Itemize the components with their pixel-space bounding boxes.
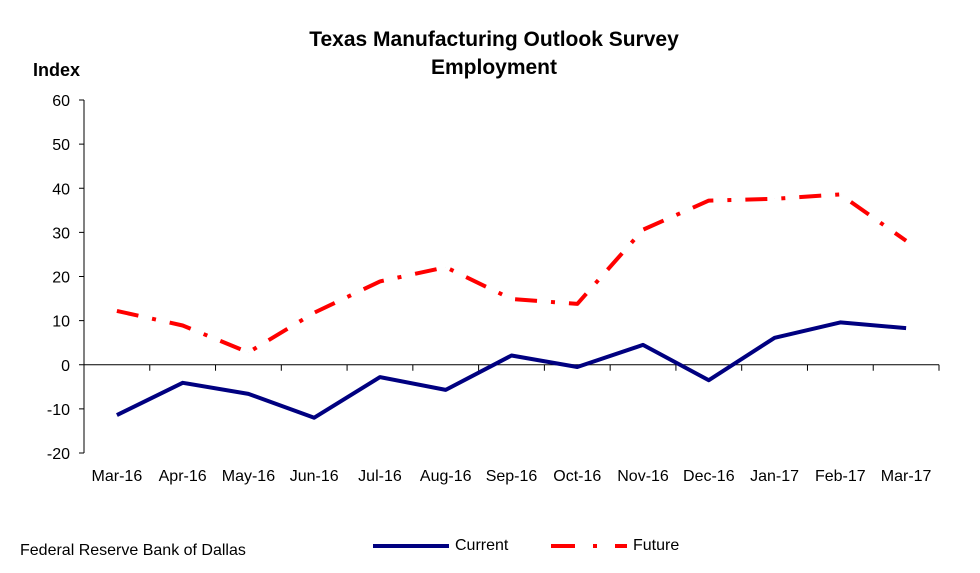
y-tick-label: 10 (52, 314, 70, 331)
source-note: Federal Reserve Bank of Dallas (20, 542, 246, 559)
x-tick-label: Jul-16 (358, 468, 402, 485)
series-line-future (116, 192, 908, 355)
y-tick-label: -20 (47, 446, 70, 463)
y-tick-label: 0 (61, 358, 70, 375)
y-tick-label: -10 (47, 402, 70, 419)
legend-label-future: Future (633, 537, 680, 554)
y-tick-label: 30 (52, 225, 70, 242)
x-tick-label: Mar-17 (881, 468, 932, 485)
x-tick-label: Sep-16 (486, 468, 538, 485)
x-tick-label: Feb-17 (815, 468, 866, 485)
chart-legend: Current Future (0, 532, 980, 562)
y-tick-label: 40 (52, 181, 70, 198)
x-tick-label: Mar-16 (92, 468, 143, 485)
x-tick-label: May-16 (222, 468, 275, 485)
y-tick-label: 50 (52, 137, 70, 154)
x-tick-label: Apr-16 (159, 468, 207, 485)
series-line-current (116, 320, 907, 420)
x-tick-label: Jan-17 (750, 468, 799, 485)
legend-swatch-future (551, 544, 627, 548)
legend-label-current: Current (455, 537, 509, 554)
chart-title: Texas Manufacturing Outlook Survey (309, 28, 679, 51)
legend-item-future: Future (551, 532, 679, 560)
x-tick-label: Jun-16 (290, 468, 339, 485)
legend-item-current: Current (373, 532, 508, 560)
x-tick-label: Oct-16 (553, 468, 601, 485)
x-tick-label: Nov-16 (617, 468, 669, 485)
y-axis-label: Index (33, 60, 81, 80)
x-tick-label: Dec-16 (683, 468, 735, 485)
y-tick-label: 20 (52, 270, 70, 287)
chart-title-block: Texas Manufacturing Outlook Survey Emplo… (0, 26, 980, 82)
legend-swatch-current (373, 544, 449, 548)
x-tick-label: Aug-16 (420, 468, 472, 485)
chart-subtitle: Employment (430, 56, 558, 79)
y-tick-label: 60 (52, 93, 70, 110)
